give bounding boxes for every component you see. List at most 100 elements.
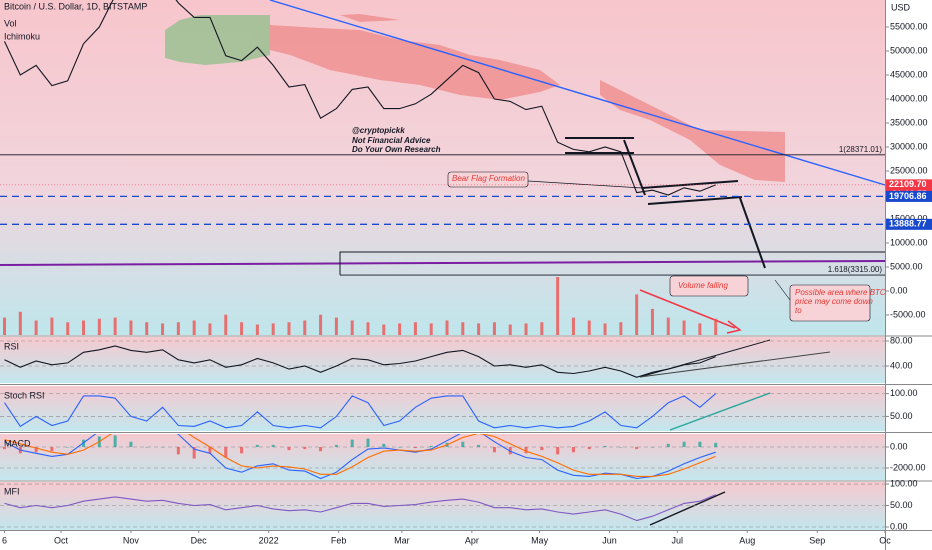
x-tick-label: 2022 (259, 535, 279, 545)
bar (176, 446, 180, 455)
indicator-label: Vol (4, 18, 17, 28)
bar (334, 317, 338, 335)
bar (714, 318, 718, 335)
bar (477, 444, 481, 447)
bar (492, 446, 496, 453)
y-tick-label: 55000.00 (890, 21, 928, 31)
bar (240, 322, 244, 335)
y-tick-label: -5000.00 (890, 309, 926, 319)
y-tick-label: 15000.00 (890, 213, 928, 223)
panel (0, 393, 885, 429)
bar (3, 446, 7, 450)
bar (303, 446, 307, 450)
bar (619, 446, 623, 448)
bar (334, 444, 338, 447)
x-tick-label: Nov (123, 535, 140, 545)
y-tick-label: 0.00 (890, 285, 908, 295)
bar (429, 445, 433, 447)
y-tick-label: 10000.00 (890, 237, 928, 247)
annotation: Bear Flag Formation (452, 174, 525, 183)
bar (492, 322, 496, 335)
bar (714, 442, 718, 447)
bar (571, 317, 575, 335)
y-axis-label: USD (891, 2, 911, 12)
bar (192, 320, 196, 335)
bar (698, 323, 702, 335)
panel (4, 0, 716, 196)
bar (413, 446, 417, 449)
bar (682, 441, 686, 447)
bar (413, 322, 417, 335)
x-tick-label: Jun (602, 535, 617, 545)
bar (382, 443, 386, 447)
bar (208, 323, 212, 335)
bar (303, 320, 307, 335)
series-line (4, 345, 716, 378)
x-tick-label: Apr (465, 535, 479, 545)
y-tick-label: 40.00 (890, 360, 913, 370)
level-label: 1(28371.01) (839, 145, 882, 154)
bar (97, 318, 101, 335)
y-tick-label: 35000.00 (890, 117, 928, 127)
bar (34, 320, 38, 335)
x-tick-label: 6 (2, 535, 7, 545)
bar (603, 323, 607, 335)
bar (350, 439, 354, 447)
bar (161, 323, 165, 335)
bar (145, 446, 149, 448)
bar (556, 446, 560, 455)
indicator-label: Ichimoku (4, 31, 40, 41)
bar (666, 443, 670, 447)
bar (18, 311, 22, 335)
panel-title: Stoch RSI (4, 390, 45, 400)
panel-title: MFI (4, 486, 20, 496)
bar (319, 314, 323, 335)
panel (0, 483, 885, 528)
y-tick-label: 25000.00 (890, 165, 928, 175)
x-tick-label: Aug (739, 535, 755, 545)
x-tick-label: Mar (394, 535, 410, 545)
ichimoku-cloud (165, 14, 785, 182)
bar (113, 317, 117, 335)
annotation: Do Your Own Research (352, 145, 441, 154)
price-tag (886, 218, 932, 230)
bar (255, 444, 259, 447)
bar (50, 446, 54, 452)
bar (271, 444, 275, 447)
bar (650, 308, 654, 335)
panel-title: MACD (4, 438, 31, 448)
panel-title: RSI (4, 341, 19, 351)
bar (287, 322, 291, 335)
y-tick-label: 0.00 (890, 441, 908, 451)
x-tick-label: Jul (672, 535, 684, 545)
annotation: Volume falling (678, 281, 729, 290)
bar (650, 446, 654, 448)
bar (619, 322, 623, 335)
bar (113, 435, 117, 447)
bar (587, 446, 591, 450)
y-tick-label: 30000.00 (890, 141, 928, 151)
y-tick-label: 0.00 (890, 521, 908, 531)
bar (3, 317, 7, 335)
series-line (4, 0, 716, 196)
bar (524, 323, 528, 335)
series-line (4, 393, 717, 429)
bar (161, 446, 165, 448)
bar (224, 446, 228, 458)
bar (350, 320, 354, 335)
drawings (0, 0, 886, 526)
level-label: 1.618(3315.00) (828, 265, 883, 274)
bar (556, 277, 560, 335)
y-tick-label: 100.00 (890, 388, 918, 398)
bar (319, 446, 323, 452)
y-tick-label: 50.00 (890, 500, 913, 510)
y-tick-label: 50000.00 (890, 45, 928, 55)
x-tick-label: Oct (54, 535, 69, 545)
price-tag-label: 19706.86 (889, 191, 927, 201)
bar (224, 314, 228, 335)
bar (34, 446, 38, 453)
y-tick-label: 50.00 (890, 411, 913, 421)
x-tick-label: Sep (809, 535, 825, 545)
x-tick-label: May (531, 535, 549, 545)
